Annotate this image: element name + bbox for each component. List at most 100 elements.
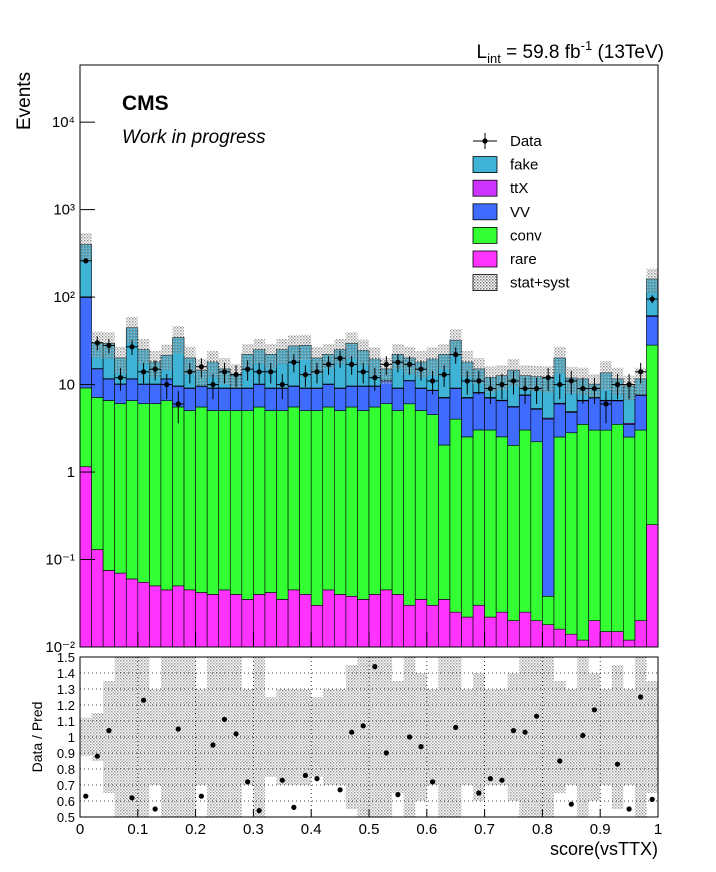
bar xyxy=(114,403,127,574)
bar xyxy=(391,388,404,411)
ratio-point xyxy=(349,729,355,735)
y-tick-label: 1.1 xyxy=(57,714,75,729)
bar xyxy=(91,397,104,550)
bar xyxy=(322,384,335,408)
ratio-point xyxy=(614,761,621,767)
bar xyxy=(391,410,404,595)
data-point xyxy=(256,369,262,375)
bar xyxy=(403,380,416,405)
y-tick-label: 0.6 xyxy=(57,794,75,809)
data-point xyxy=(499,381,505,388)
bar xyxy=(102,400,115,571)
ratio-point xyxy=(106,728,112,734)
data-point xyxy=(198,364,204,370)
uncertainty-band xyxy=(160,344,173,371)
lumi-part: -1 xyxy=(581,38,593,53)
bar xyxy=(611,423,624,632)
bar xyxy=(91,368,104,398)
ratio-point xyxy=(568,801,574,807)
data-point xyxy=(175,401,181,407)
ratio-band xyxy=(80,717,92,757)
ratio-band xyxy=(380,657,393,817)
ratio-point xyxy=(476,790,482,796)
ratio-point xyxy=(383,750,389,756)
ratio-point xyxy=(94,753,100,759)
bar xyxy=(472,392,485,431)
uncertainty-band xyxy=(207,351,219,378)
data-point xyxy=(406,361,413,368)
bar xyxy=(241,410,254,600)
ratio-point xyxy=(314,776,320,782)
y-tick-label: 10² xyxy=(53,289,75,306)
bar xyxy=(368,406,381,595)
y-tick-label: 0.7 xyxy=(57,778,75,793)
bar xyxy=(623,424,636,438)
bar xyxy=(218,388,231,411)
bar xyxy=(565,412,578,434)
bar xyxy=(125,378,139,401)
bar xyxy=(172,406,185,587)
bar xyxy=(634,429,647,621)
bar xyxy=(253,384,266,408)
bar xyxy=(380,380,393,404)
bar xyxy=(530,441,543,621)
bar xyxy=(484,429,497,618)
y-tick-label: 1.5 xyxy=(57,650,75,665)
bar xyxy=(357,410,370,600)
bar xyxy=(322,406,335,591)
bar xyxy=(634,395,647,431)
ratio-point xyxy=(406,734,413,740)
y-tick-label: 1 xyxy=(67,464,75,481)
bar xyxy=(611,400,624,425)
legend-marker xyxy=(482,138,488,144)
ratio-band xyxy=(461,689,474,785)
data-point xyxy=(418,366,424,372)
data-point xyxy=(649,296,655,302)
bar xyxy=(553,403,566,438)
data-point xyxy=(83,258,89,264)
bar xyxy=(125,400,139,580)
bar xyxy=(646,316,658,346)
bar xyxy=(310,388,324,411)
uncertainty-band xyxy=(299,334,312,360)
bar xyxy=(599,429,613,632)
data-point xyxy=(591,385,598,392)
data-point xyxy=(140,369,147,375)
uncertainty-band xyxy=(137,339,150,365)
x-tick-label: 1 xyxy=(654,821,662,838)
data-point xyxy=(117,375,124,381)
lumi-part: L xyxy=(477,42,488,63)
ratio-point xyxy=(152,806,158,812)
y-axis-label: Events xyxy=(14,72,35,130)
bar xyxy=(91,549,104,647)
bar xyxy=(334,388,347,411)
legend-swatch xyxy=(472,179,498,197)
bar xyxy=(426,414,439,606)
ratio-band xyxy=(160,657,173,817)
ratio-point xyxy=(302,772,309,779)
ratio-band xyxy=(195,689,208,785)
ratio-point xyxy=(83,793,89,799)
uncertainty-band xyxy=(449,329,462,357)
bar xyxy=(438,397,451,446)
ratio-point xyxy=(626,806,632,812)
ratio-point xyxy=(221,716,228,723)
uncertainty-band xyxy=(172,326,185,354)
data-point xyxy=(314,369,320,375)
uncertainty-band xyxy=(264,343,277,369)
y-tick-label: 10⁴ xyxy=(52,114,75,131)
ratio-point xyxy=(429,779,436,785)
bar xyxy=(206,410,220,595)
uncertainty-band xyxy=(184,346,196,375)
data-point xyxy=(349,361,355,368)
bar xyxy=(461,397,474,438)
ratio-band xyxy=(496,689,508,785)
bar xyxy=(449,388,462,420)
bar xyxy=(137,384,150,404)
uncertainty-band xyxy=(600,360,612,391)
legend-label: ttX xyxy=(510,180,528,197)
ratio-point xyxy=(487,776,493,782)
bar xyxy=(80,387,92,468)
x-tick-label: 0.1 xyxy=(127,821,148,838)
data-point xyxy=(291,359,297,365)
